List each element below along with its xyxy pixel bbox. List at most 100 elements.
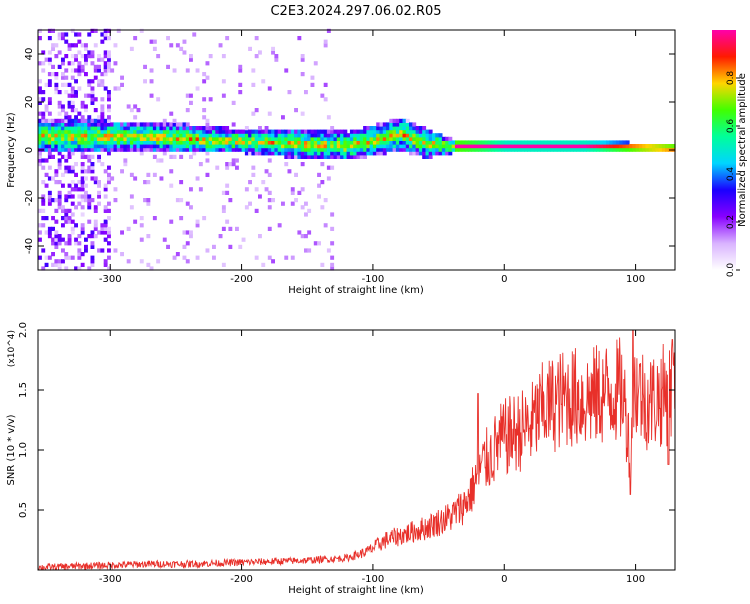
spectrogram-cell (67, 118, 72, 123)
spectrogram-cell (175, 140, 180, 145)
spectrogram-cell (90, 133, 95, 138)
spectrogram-cell (179, 129, 184, 134)
spectrogram-cell (356, 133, 361, 138)
spectrogram-cell (264, 147, 269, 152)
spectrogram-cell (494, 140, 499, 145)
spectrogram-cell (113, 129, 118, 134)
spectrogram-cell (126, 140, 131, 145)
spectrogram-cell (139, 133, 144, 138)
spectrogram-cell (271, 151, 275, 156)
spectrogram-cell (326, 136, 331, 141)
spectrogram-cell (402, 126, 407, 131)
spectrogram-cell (80, 147, 85, 152)
spectrogram-cell (126, 126, 131, 131)
spectrogram-cell (67, 154, 72, 159)
spectrogram-cell (592, 140, 597, 145)
spectrogram-cell (54, 90, 59, 95)
spectrogram-cell (261, 136, 266, 141)
spectrogram-cell (258, 126, 262, 131)
spectrogram-cell (274, 133, 279, 138)
spectrogram-cell (169, 219, 174, 224)
spectrogram-cell (54, 136, 59, 141)
spectrogram-cell (100, 118, 105, 123)
spectrogram-cell (97, 68, 101, 73)
spectrogram-cell (175, 147, 180, 152)
spectrogram-cell (395, 126, 400, 131)
spectrogram-cell (162, 140, 167, 145)
spectrogram-cell (376, 133, 381, 138)
spectrogram-cell (41, 248, 46, 253)
spectrogram-cell (38, 90, 42, 95)
spectrogram-cell (74, 126, 78, 131)
spectrogram-cell (432, 140, 436, 145)
spectrogram-cell (149, 133, 154, 138)
spectrogram-cell (159, 144, 164, 149)
spectrogram-cell (494, 144, 499, 149)
spectrogram-cell (74, 147, 78, 152)
spectrogram-cell (61, 140, 65, 145)
spectrogram-cell (74, 108, 78, 113)
spectrogram-cell (248, 151, 252, 156)
spectrogram-cell (113, 140, 118, 145)
spectrogram-cell (44, 144, 49, 149)
spectrogram-cell (409, 147, 413, 152)
spectrogram-cell (336, 133, 341, 138)
spectrogram-cell (267, 133, 272, 138)
spectrogram-cell (67, 208, 72, 213)
spectrogram-cell (77, 68, 82, 73)
spectrogram-cell (533, 140, 538, 145)
spectrogram-cell (415, 151, 420, 156)
spectrogram-cell (264, 140, 269, 145)
spectrogram-cell (149, 266, 154, 271)
spectrogram-cell (343, 154, 348, 159)
spectrogram-cell (579, 144, 584, 149)
spectrogram-cell (133, 36, 138, 41)
spectrogram-cell (238, 64, 243, 69)
spectrogram-cell (103, 219, 108, 224)
spectrogram-cell (152, 140, 157, 145)
spectrogram-cell (133, 136, 138, 141)
spectrogram-cell (103, 140, 108, 145)
spectrogram-cell (77, 129, 82, 134)
spectrogram-cell (461, 140, 466, 145)
spectrogram-cell (428, 129, 433, 134)
spectrogram-cell (494, 147, 499, 152)
spectrogram-cell (300, 151, 305, 156)
spectrogram-cell (90, 169, 95, 174)
spectrogram-cell (317, 147, 321, 152)
spectrogram-cell (195, 223, 200, 228)
spectrogram-cell (143, 133, 147, 138)
spectrogram-cell (77, 252, 82, 257)
spectrogram-cell (389, 122, 394, 127)
spectrogram-cell (372, 151, 377, 156)
spectrogram-cell (258, 133, 262, 138)
spectrogram-cell (172, 68, 177, 73)
spectrogram-cell (80, 223, 85, 228)
spectrogram-cell (156, 259, 161, 264)
spectrogram-cell (307, 140, 312, 145)
spectrogram-cell (251, 68, 256, 73)
spectrogram-cell (313, 144, 318, 149)
spectrogram-cell (90, 147, 95, 152)
spectrogram-cell (267, 129, 272, 134)
spectrogram-cell (61, 57, 65, 62)
spectrogram-cell (61, 216, 65, 221)
spectrogram-cell (221, 140, 226, 145)
spectrogram-cell (474, 140, 479, 145)
spectrogram-cell (182, 126, 187, 131)
spectrogram-cell (596, 140, 601, 145)
spectrogram-cell (300, 144, 305, 149)
x-tick-label: -200 (230, 274, 253, 285)
spectrogram-cell (267, 86, 272, 91)
spectrogram-cell (267, 140, 272, 145)
spectrogram-cell (320, 147, 325, 152)
spectrogram-cell (307, 136, 312, 141)
spectrogram-cell (44, 216, 49, 221)
spectrogram-cell (376, 144, 381, 149)
spectrogram-cell (336, 147, 341, 152)
spectrogram-cell (162, 237, 167, 242)
spectrogram-cell (87, 158, 92, 163)
spectrogram-cell (87, 93, 92, 98)
spectrogram-cell (175, 144, 180, 149)
spectrogram-cell (185, 108, 190, 113)
